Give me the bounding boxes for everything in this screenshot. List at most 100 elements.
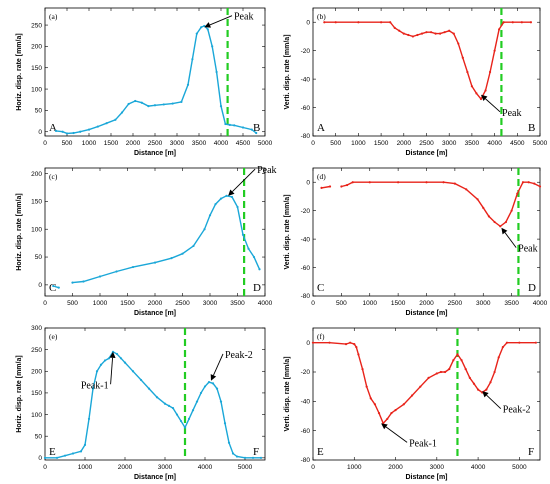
- x-tick-label: 2500: [175, 300, 190, 307]
- x-axis-title: Distance [m]: [134, 474, 176, 481]
- panel-b: 0 500 1000 1500 2000 2500 3000 3500 4000 4500 5000…: [284, 7, 548, 157]
- data-point: [119, 357, 123, 360]
- series-line: [72, 195, 261, 284]
- data-point: [488, 70, 492, 74]
- data-point: [516, 192, 519, 195]
- data-point: [464, 367, 467, 371]
- x-tick-label: 3500: [230, 300, 245, 307]
- data-point: [380, 21, 383, 24]
- data-point: [228, 123, 231, 127]
- annotation-label: Peak: [234, 12, 253, 23]
- data-point: [475, 92, 478, 95]
- data-point: [170, 257, 173, 260]
- data-point: [211, 382, 215, 385]
- annotation-arrow: [485, 98, 501, 113]
- data-point: [180, 100, 183, 103]
- data-point: [498, 28, 501, 31]
- data-point: [211, 45, 214, 48]
- data-point: [420, 32, 424, 35]
- data-point: [538, 185, 542, 188]
- x-tick-label: 1500: [120, 300, 135, 307]
- data-point: [485, 388, 488, 391]
- data-point: [219, 197, 223, 200]
- data-point: [153, 261, 157, 264]
- annotation-arrowhead: [228, 189, 235, 196]
- data-point: [236, 205, 239, 209]
- data-point: [227, 441, 231, 444]
- annotation-arrow: [385, 426, 408, 443]
- annotation-label: Peak-2: [225, 350, 253, 361]
- data-point: [357, 353, 360, 356]
- data-point: [255, 131, 258, 135]
- y-tick-label: 50: [35, 433, 43, 440]
- data-point: [398, 29, 401, 32]
- data-point: [43, 456, 47, 459]
- y-tick-label: 100: [31, 412, 42, 419]
- y-tick-label: 0: [38, 282, 42, 289]
- data-point: [402, 32, 405, 35]
- annotation-arrowhead: [501, 227, 508, 235]
- y-tick-label: -80: [301, 133, 311, 140]
- data-point: [443, 370, 447, 374]
- y-axis-title: Horiz. disp. rate [mm/a]: [16, 355, 23, 432]
- data-point: [355, 345, 358, 349]
- data-point: [105, 122, 108, 125]
- data-point: [497, 356, 500, 359]
- data-point: [230, 195, 234, 199]
- data-point: [504, 220, 508, 224]
- data-point: [155, 396, 159, 399]
- data-point: [377, 411, 381, 415]
- x-tick-label: 2000: [126, 140, 141, 147]
- data-point: [259, 456, 263, 459]
- data-point: [468, 376, 471, 379]
- data-point: [476, 198, 479, 201]
- y-axis-title: Verti. disp. rate [mm/a]: [284, 34, 291, 109]
- annotation-arrowhead: [210, 374, 217, 381]
- data-point: [98, 275, 102, 278]
- x-axis-title: Distance [m]: [405, 474, 447, 481]
- series-line: [45, 350, 261, 459]
- data-point: [476, 388, 480, 391]
- data-point: [114, 118, 117, 121]
- data-point: [87, 128, 91, 131]
- data-point: [320, 186, 323, 190]
- y-tick-label: 0: [306, 179, 310, 186]
- data-point: [231, 452, 235, 455]
- data-point: [215, 70, 218, 74]
- x-tick-label: 3000: [170, 140, 185, 147]
- end-label-right: F: [253, 446, 259, 458]
- plot-area: [312, 327, 541, 461]
- data-point: [407, 33, 410, 37]
- data-point: [192, 244, 195, 248]
- data-point: [351, 181, 354, 184]
- data-point: [162, 103, 165, 106]
- y-tick-label: 0: [306, 19, 310, 26]
- x-tick-label: 2000: [388, 464, 403, 471]
- data-point: [328, 185, 332, 188]
- x-axis-title: Distance [m]: [134, 310, 176, 317]
- data-point: [411, 35, 414, 38]
- data-point: [167, 404, 171, 408]
- data-point: [258, 268, 261, 271]
- annotation-arrowhead: [109, 351, 116, 359]
- data-point: [107, 357, 111, 360]
- x-tick-label: 1000: [78, 464, 93, 471]
- data-point: [460, 359, 463, 362]
- data-point: [54, 129, 58, 132]
- plot-area: [312, 167, 541, 297]
- y-axis-title: Verti. disp. rate [mm/a]: [284, 194, 291, 269]
- data-point: [206, 28, 209, 31]
- data-point: [247, 247, 250, 250]
- data-point: [410, 394, 414, 397]
- data-point: [99, 363, 103, 366]
- data-point: [71, 281, 74, 284]
- x-tick-label: 5000: [512, 464, 527, 471]
- data-point: [349, 341, 352, 344]
- y-tick-label: -20: [301, 48, 311, 55]
- data-point: [65, 132, 69, 135]
- end-label-left: A: [317, 122, 325, 134]
- data-point: [470, 85, 473, 88]
- y-tick-label: 150: [31, 390, 42, 397]
- data-point: [82, 280, 85, 283]
- annotation-arrowhead: [482, 391, 489, 398]
